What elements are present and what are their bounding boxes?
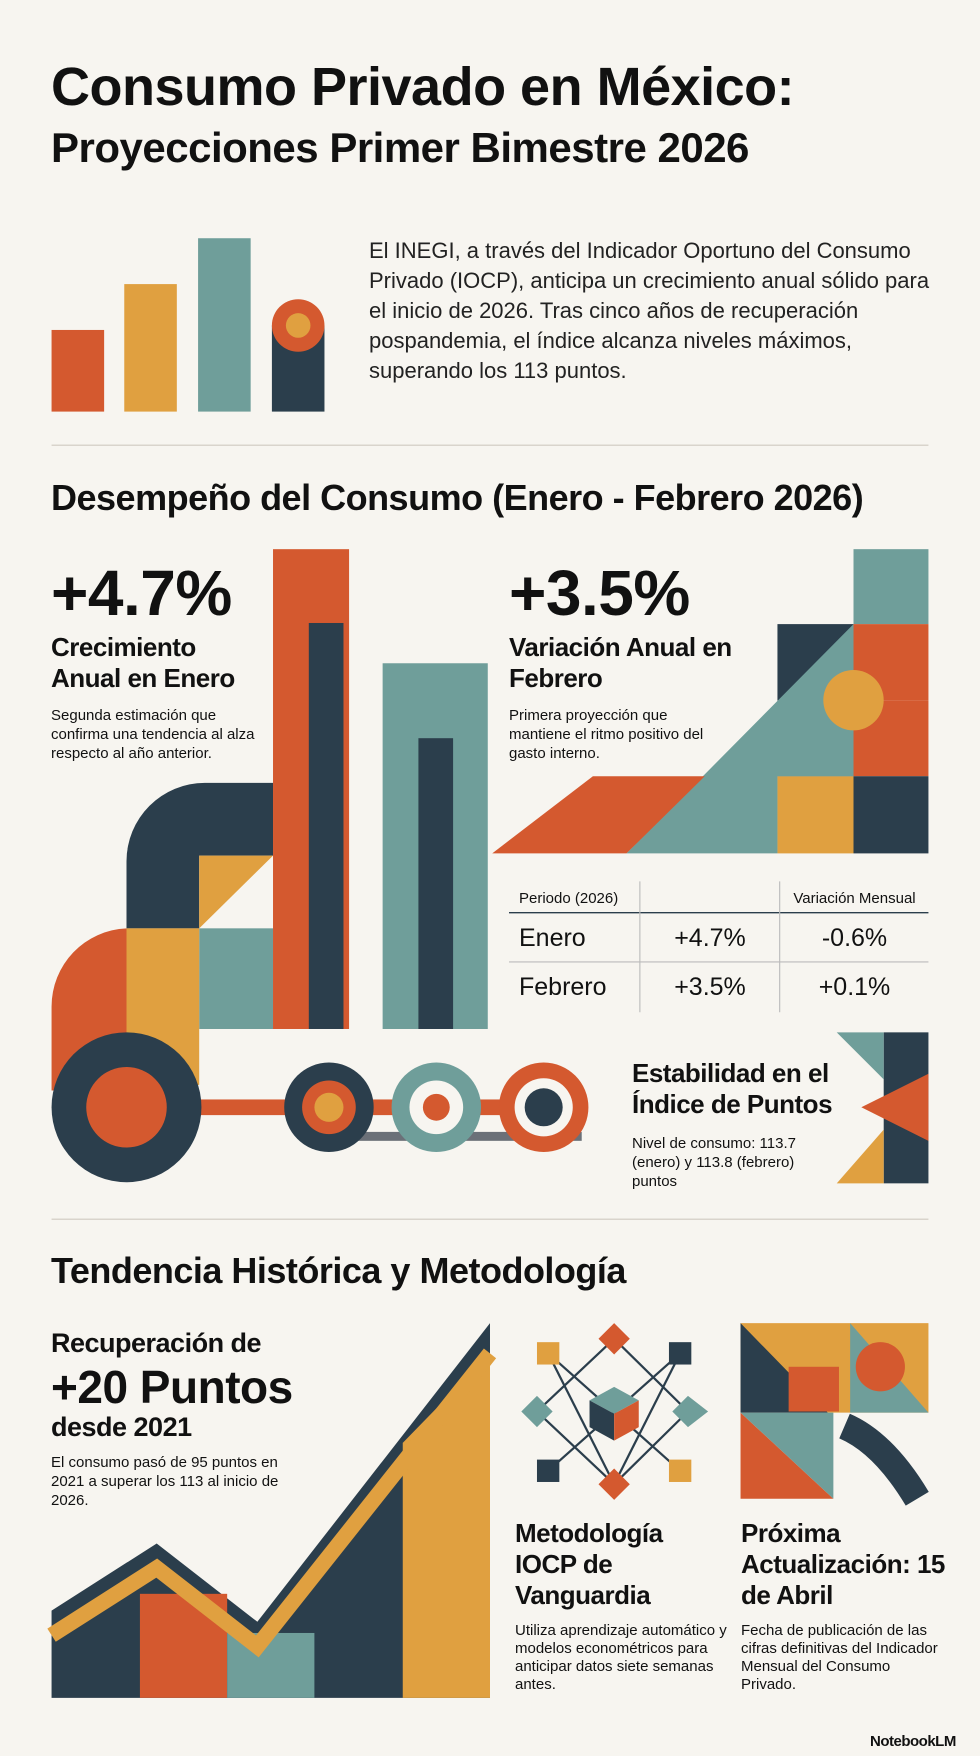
methodology-title: Metodología IOCP de Vanguardia [515,1518,663,1610]
table-cell: -0.6% [821,924,888,952]
stat-label: Variación Anual en Febrero [509,632,732,693]
table-cell: +0.1% [818,973,891,1001]
table-header: Variación Mensual [793,889,916,907]
recovery-highlight: +20 Puntos [51,1361,293,1413]
stat-value: +4.7% [51,557,232,629]
stat-label: Crecimiento Anual en Enero [51,632,235,693]
table-cell: Enero [519,924,586,952]
methodology-description: Utiliza aprendizaje automático y modelos… [515,1622,727,1693]
title: Consumo Privado en México: [51,57,795,117]
stability-description: Nivel de consumo: 113.7 (enero) y 113.8 … [632,1135,796,1190]
recovery-line: Recuperación de [51,1328,262,1358]
section-heading: Desempeño del Consumo (Enero - Febrero 2… [51,477,864,518]
stat-value: +3.5% [509,557,690,629]
table-header: Periodo (2026) [519,889,619,907]
stability-title: Estabilidad en el Índice de Puntos [632,1058,833,1119]
table-header [640,882,780,914]
stat-description: Primera proyección que mantiene el ritmo… [509,707,704,762]
intro: El INEGI, a través del Indicador Oportun… [369,238,930,383]
recovery-description: El consumo pasó de 95 puntos en 2021 a s… [51,1454,279,1509]
recovery-line: desde 2021 [51,1412,192,1442]
subtitle: Proyecciones Primer Bimestre 2026 [51,124,749,171]
table-cell: Febrero [519,973,607,1001]
stat-description: Segunda estimación que confirma una tend… [51,707,255,762]
table-cell: +4.7% [674,924,746,952]
footer-brand: NotebookLM [870,1733,956,1750]
next-update-description: Fecha de publicación de las cifras defin… [741,1622,938,1693]
table-cell: +3.5% [674,973,746,1001]
variation-table: Periodo (2026) Variación Mensual Enero +… [509,882,929,1012]
next-update-title: Próxima Actualización: 15 de Abril [741,1518,945,1610]
section-heading: Tendencia Histórica y Metodología [51,1250,626,1291]
